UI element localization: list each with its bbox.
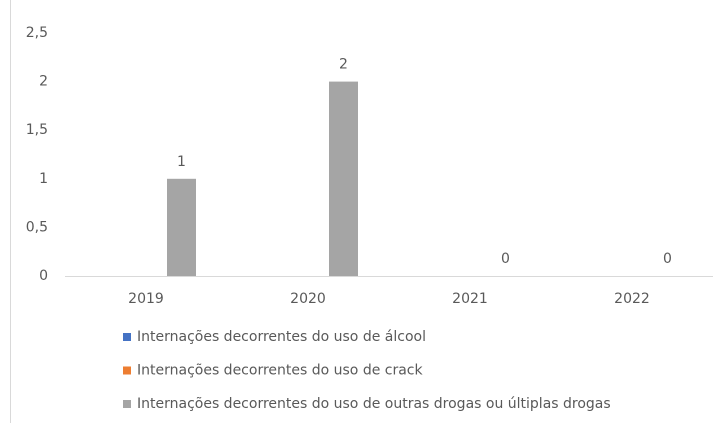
legend-swatch <box>123 400 131 408</box>
y-tick-label: 2,5 <box>26 25 48 41</box>
y-tick-label: 1 <box>39 171 48 187</box>
x-tick-label: 2022 <box>614 291 650 307</box>
x-tick-label: 2020 <box>290 291 326 307</box>
data-label: 0 <box>501 251 510 267</box>
data-label: 1 <box>177 154 186 170</box>
x-tick-label: 2019 <box>128 291 164 307</box>
x-tick-label: 2021 <box>452 291 488 307</box>
y-tick-label: 2 <box>39 74 48 90</box>
y-tick-label: 0 <box>39 268 48 284</box>
data-label: 0 <box>663 251 672 267</box>
page: 0 0,5 1 1,5 2 2,5 2019 1 2020 2 2021 0 2022 0 Internaç… <box>0 0 726 423</box>
y-tick-label: 1,5 <box>26 122 48 138</box>
legend-label: Internações decorrentes do uso de outras… <box>137 396 611 412</box>
bar <box>329 82 358 276</box>
chart: 0 0,5 1 1,5 2 2,5 2019 1 2020 2 2021 0 2022 0 Internaç… <box>0 0 726 423</box>
legend-label: Internações decorrentes do uso de crack <box>137 363 424 379</box>
bar <box>167 179 196 276</box>
data-label: 2 <box>339 57 348 73</box>
legend-label: Internações decorrentes do uso de álcool <box>137 329 426 345</box>
legend-swatch <box>123 333 131 341</box>
legend-swatch <box>123 367 131 375</box>
y-tick-label: 0,5 <box>26 219 48 235</box>
